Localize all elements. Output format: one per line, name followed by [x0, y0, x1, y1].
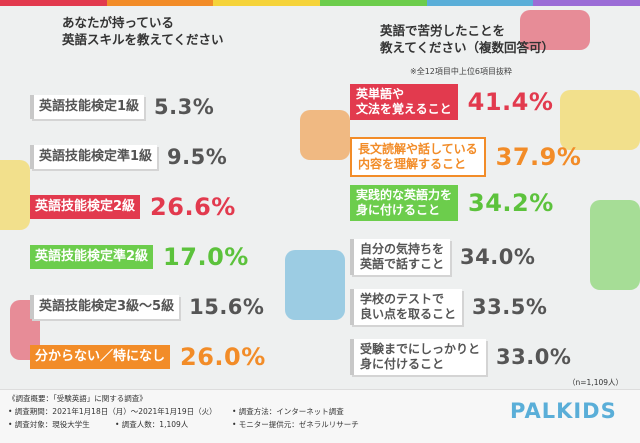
decorative-block — [285, 250, 345, 320]
right-title-line1: 英語で苦労したことを — [380, 23, 506, 38]
survey-method: • 調査方法：インターネット調査 — [232, 407, 344, 416]
difficulty-label: 自分の気持ちを 英語で話すこと — [350, 239, 451, 275]
skill-row: 英語技能検定準2級 17.0% — [30, 240, 249, 274]
difficulty-label-line1: 受験までにしっかりと — [360, 342, 481, 356]
skill-label: 分からない／特になし — [30, 345, 171, 369]
difficulty-percentage: 41.4% — [467, 88, 554, 116]
skill-percentage: 5.3% — [154, 95, 215, 119]
left-title-line1: あなたが持っている — [62, 15, 174, 30]
left-title-line2: 英語スキルを教えてください — [62, 32, 224, 47]
skill-row: 英語技能検定2級 26.6% — [30, 190, 236, 224]
top-six-note: ※全12項目中上位6項目抜粋 — [410, 67, 512, 76]
survey-heading: 《調査概要：「受験英語」に関する調査》 — [8, 394, 147, 403]
decorative-block — [590, 200, 640, 290]
difficulty-row: 英単語や 文法を覚えること 41.4% — [350, 82, 553, 122]
difficulty-label-line2: 英語で話すこと — [360, 257, 445, 271]
skill-percentage: 26.0% — [180, 343, 266, 371]
decorative-block — [300, 110, 350, 160]
left-question-title: あなたが持っている 英語スキルを教えてください — [62, 14, 282, 48]
decorative-block — [0, 160, 30, 230]
skill-label: 英語技能検定準2級 — [30, 245, 154, 269]
difficulty-percentage: 34.0% — [460, 245, 536, 269]
skill-row: 英語技能検定3級〜5級 15.6% — [30, 290, 264, 324]
skill-label: 英語技能検定2級 — [30, 195, 141, 219]
difficulty-label: 実践的な英語力を 身に付けること — [350, 185, 459, 221]
right-title-line2: 教えてください（複数回答可） — [380, 40, 555, 55]
skill-label: 英語技能検定3級〜5級 — [30, 295, 180, 319]
difficulty-percentage: 33.0% — [496, 345, 572, 369]
palkids-logo: PALKIDS — [510, 399, 617, 423]
difficulty-label-line1: 学校のテストで — [360, 292, 445, 306]
difficulty-percentage: 34.2% — [468, 189, 554, 217]
difficulty-label-line2: 文法を覚えること — [356, 102, 452, 116]
survey-provider: • モニター提供元：ゼネラルリサーチ — [232, 420, 359, 429]
skill-label: 英語技能検定1級 — [30, 95, 145, 119]
difficulty-row: 自分の気持ちを 英語で話すこと 34.0% — [350, 237, 535, 277]
difficulty-row: 受験までにしっかりと 身に付けること 33.0% — [350, 337, 571, 377]
survey-period: • 調査期間：2021年1月18日（月）〜2021年1月19日（火） — [8, 407, 217, 416]
skill-percentage: 15.6% — [189, 295, 265, 319]
decorative-block — [520, 10, 590, 50]
survey-footer — [0, 389, 640, 443]
survey-count: • 調査人数：1,109人 — [115, 420, 189, 429]
difficulty-label-line2: 身に付けること — [360, 357, 445, 371]
skill-row: 分からない／特になし 26.0% — [30, 340, 266, 374]
difficulty-label: 英単語や 文法を覚えること — [350, 84, 458, 120]
difficulty-row: 学校のテストで 良い点を取ること 33.5% — [350, 287, 547, 327]
skill-row: 英語技能検定1級 5.3% — [30, 90, 214, 124]
top-color-bar — [0, 0, 640, 6]
difficulty-label: 受験までにしっかりと 身に付けること — [350, 339, 487, 375]
skill-row: 英語技能検定準1級 9.5% — [30, 140, 227, 174]
difficulty-label-line1: 英単語や — [356, 87, 405, 101]
difficulty-label-line1: 長文読解や話している — [358, 142, 478, 156]
difficulty-percentage: 37.9% — [495, 143, 582, 171]
sample-size-note: （n=1,109人） — [568, 378, 624, 387]
skill-label: 英語技能検定準1級 — [30, 145, 158, 169]
difficulty-label-line2: 内容を理解すること — [358, 157, 467, 171]
skill-percentage: 17.0% — [163, 243, 249, 271]
difficulty-label: 学校のテストで 良い点を取ること — [350, 289, 463, 325]
difficulty-label-line1: 自分の気持ちを — [360, 242, 445, 256]
decorative-block — [560, 90, 640, 150]
difficulty-label-line2: 身に付けること — [356, 203, 441, 217]
skill-percentage: 9.5% — [167, 145, 228, 169]
right-question-title: 英語で苦労したことを 教えてください（複数回答可） — [380, 22, 620, 56]
difficulty-label: 長文読解や話している 内容を理解すること — [350, 137, 486, 177]
skill-percentage: 26.6% — [150, 193, 236, 221]
difficulty-label-line2: 良い点を取ること — [360, 307, 457, 321]
difficulty-row: 長文読解や話している 内容を理解すること 37.9% — [350, 137, 581, 177]
survey-target: • 調査対象：現役大学生 — [8, 420, 90, 429]
difficulty-row: 実践的な英語力を 身に付けること 34.2% — [350, 183, 554, 223]
difficulty-label-line1: 実践的な英語力を — [356, 188, 453, 202]
difficulty-percentage: 33.5% — [472, 295, 548, 319]
